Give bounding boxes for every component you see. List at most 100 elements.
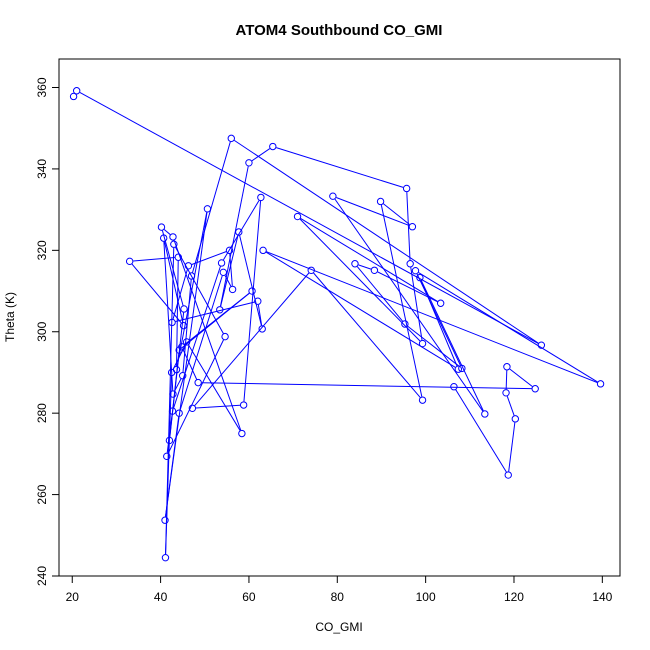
data-point bbox=[157, 223, 166, 231]
series-segment bbox=[163, 241, 174, 391]
series-line-group bbox=[79, 92, 598, 555]
y-tick-label: 300 bbox=[35, 321, 49, 341]
series-segment bbox=[201, 382, 532, 390]
data-point bbox=[161, 516, 169, 524]
series-segment bbox=[161, 230, 184, 306]
data-point bbox=[504, 471, 512, 479]
data-point bbox=[178, 372, 187, 380]
series-segment bbox=[313, 272, 421, 398]
data-point bbox=[257, 193, 265, 202]
series-segment bbox=[506, 396, 515, 416]
x-tick-label: 20 bbox=[66, 590, 80, 604]
data-point bbox=[376, 197, 385, 206]
series-segment bbox=[165, 376, 173, 555]
data-point bbox=[179, 321, 188, 330]
data-point bbox=[596, 380, 605, 388]
series-segment bbox=[167, 339, 224, 454]
series-segment bbox=[334, 198, 484, 412]
data-point bbox=[238, 429, 246, 438]
series-segment bbox=[407, 325, 460, 367]
series-segment bbox=[182, 349, 198, 380]
series-segment bbox=[406, 192, 411, 261]
data-point bbox=[178, 343, 186, 351]
data-point bbox=[165, 436, 174, 445]
series-segment bbox=[299, 218, 421, 342]
x-tick-label: 100 bbox=[416, 590, 436, 604]
data-point bbox=[221, 332, 229, 341]
series-segment bbox=[79, 92, 539, 344]
data-point bbox=[239, 401, 248, 409]
data-point bbox=[161, 553, 170, 562]
series-segment bbox=[173, 240, 242, 431]
series-segment bbox=[505, 370, 508, 390]
series-segment bbox=[191, 251, 227, 265]
series-segment bbox=[163, 229, 171, 235]
data-point bbox=[167, 368, 176, 377]
data-point bbox=[351, 260, 359, 268]
data-point bbox=[531, 385, 539, 393]
data-point bbox=[254, 297, 262, 305]
data-point bbox=[436, 299, 445, 307]
data-point bbox=[235, 228, 243, 236]
series-segment bbox=[173, 266, 221, 408]
data-point bbox=[194, 378, 202, 387]
series-segment bbox=[169, 353, 180, 437]
data-point bbox=[225, 246, 234, 255]
data-point bbox=[481, 410, 489, 418]
series-segment bbox=[380, 204, 423, 397]
y-tick-label: 320 bbox=[35, 240, 49, 260]
data-point bbox=[454, 365, 463, 373]
data-point bbox=[418, 396, 427, 404]
series-segment bbox=[509, 368, 533, 387]
series-segment bbox=[383, 203, 410, 225]
series-segment bbox=[184, 292, 250, 345]
series-segment bbox=[257, 304, 263, 326]
y-tick-label: 340 bbox=[35, 159, 49, 179]
series-points-group bbox=[69, 87, 605, 562]
data-point bbox=[370, 266, 379, 274]
y-tick-label: 240 bbox=[35, 566, 49, 586]
series-segment bbox=[131, 263, 182, 324]
data-point bbox=[406, 260, 414, 268]
data-point bbox=[258, 325, 266, 333]
series-segment bbox=[220, 235, 239, 307]
series-segment bbox=[265, 251, 456, 368]
data-point bbox=[329, 192, 337, 200]
series-segment bbox=[195, 404, 241, 409]
series-segment bbox=[233, 139, 539, 344]
data-point bbox=[159, 234, 168, 242]
series-segment bbox=[243, 200, 262, 402]
data-point bbox=[216, 306, 224, 314]
series-segment bbox=[300, 217, 438, 302]
series-segment bbox=[188, 344, 241, 431]
data-point bbox=[72, 87, 81, 95]
x-tick-label: 80 bbox=[331, 590, 345, 604]
data-point bbox=[125, 257, 134, 266]
data-point bbox=[259, 246, 267, 255]
data-point bbox=[269, 142, 277, 151]
data-point bbox=[170, 240, 178, 248]
data-point bbox=[411, 266, 420, 275]
series-segment bbox=[192, 141, 231, 273]
series-segment bbox=[251, 148, 271, 162]
data-point bbox=[227, 134, 235, 143]
data-point bbox=[169, 390, 177, 398]
data-point bbox=[503, 363, 511, 371]
series-segment bbox=[133, 257, 175, 262]
x-tick-label: 60 bbox=[242, 590, 256, 604]
series-segment bbox=[164, 241, 184, 323]
y-axis-label: Theta (K) bbox=[3, 292, 17, 342]
series-segment bbox=[175, 247, 224, 334]
data-point bbox=[187, 272, 196, 280]
x-tick-label: 140 bbox=[592, 590, 612, 604]
data-point bbox=[188, 404, 197, 412]
data-point bbox=[169, 233, 177, 241]
data-point bbox=[450, 383, 458, 391]
data-point bbox=[245, 159, 253, 167]
y-tick-label: 360 bbox=[35, 77, 49, 97]
series-segment bbox=[420, 280, 484, 411]
series-segment bbox=[239, 235, 262, 326]
data-point bbox=[402, 184, 411, 193]
y-tick-label: 260 bbox=[35, 484, 49, 504]
